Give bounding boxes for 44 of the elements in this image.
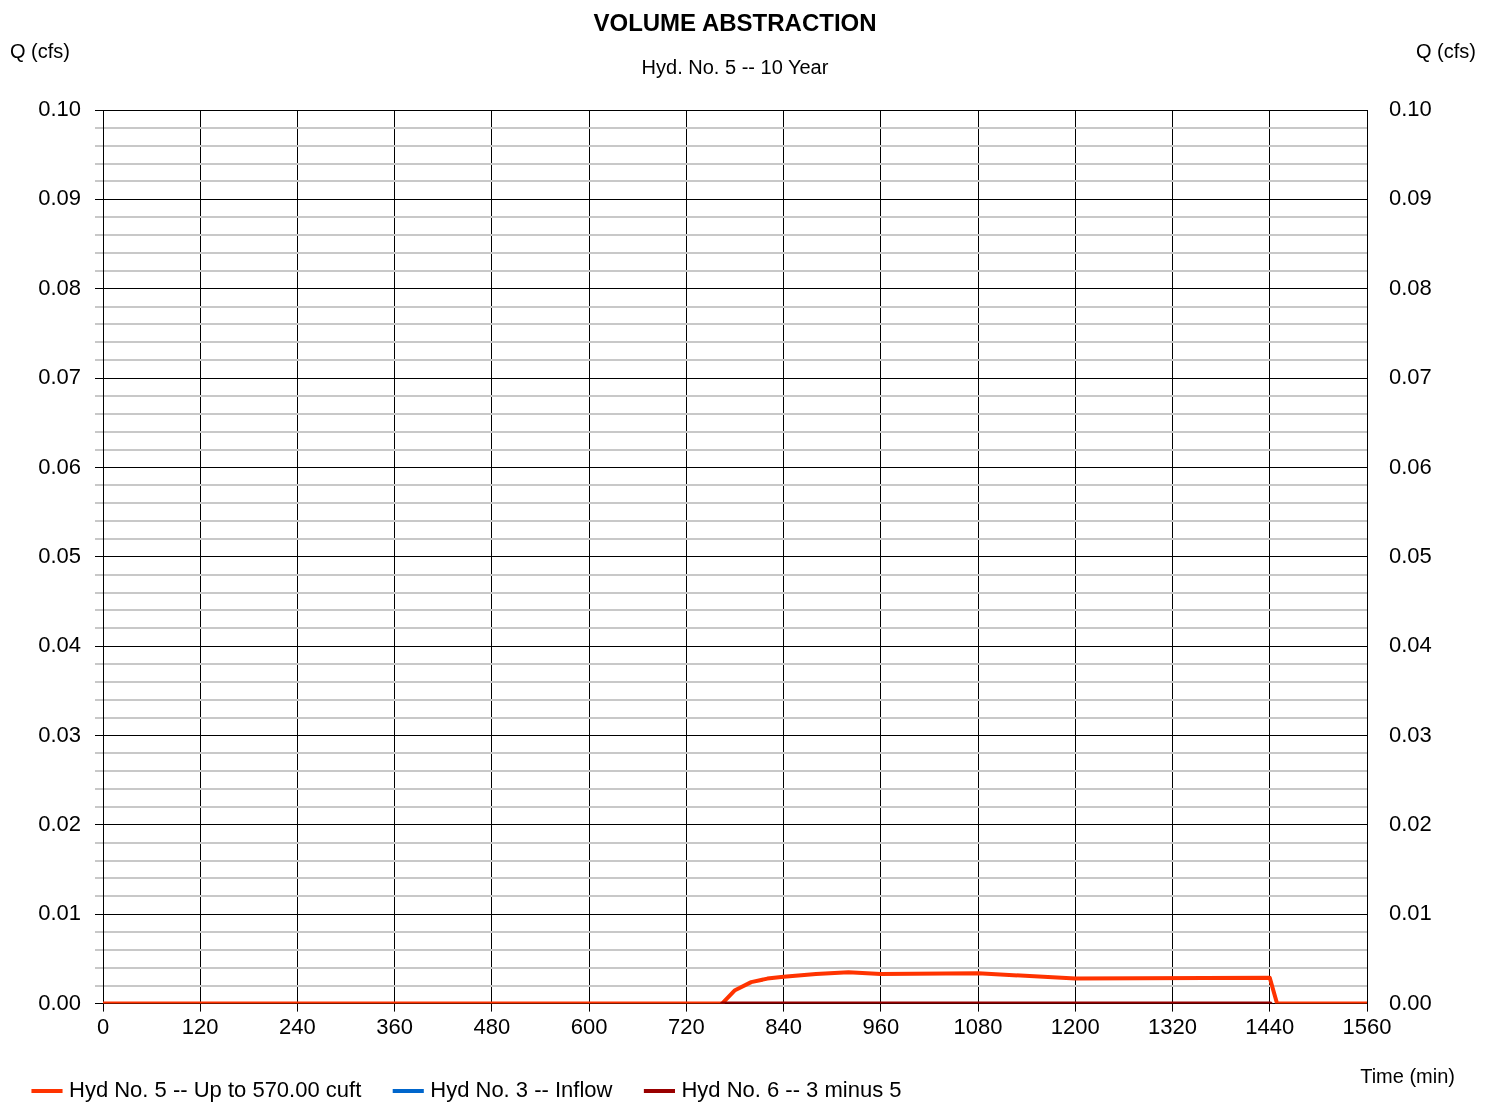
y-tick-label: 0.07 (38, 364, 81, 390)
x-tick-label: 1560 (1342, 1013, 1392, 1039)
y-tick-label: 0.00 (38, 989, 81, 1015)
y-axis-title: Q (cfs) (10, 40, 70, 62)
y2-tick-label: 0.02 (1389, 810, 1432, 836)
y2-tick-label: 0.03 (1389, 721, 1432, 747)
x-axis-title: Time (min) (1360, 1065, 1455, 1087)
legend-label: Hyd No. 6 -- 3 minus 5 (681, 1077, 902, 1103)
x-tick-label: 1080 (953, 1013, 1003, 1039)
y-tick-label: 0.03 (38, 721, 81, 747)
chart-title: VOLUME ABSTRACTION (593, 9, 877, 36)
y2-tick-label: 0.09 (1389, 185, 1432, 211)
x-tick-label: 840 (765, 1013, 802, 1039)
x-tick-label: 1200 (1050, 1013, 1100, 1039)
y2-tick-label: 0.10 (1389, 96, 1432, 122)
x-tick-label: 1320 (1148, 1013, 1198, 1039)
y-tick-label: 0.05 (38, 542, 81, 568)
y2-tick-label: 0.00 (1389, 989, 1432, 1015)
x-tick-label: 240 (279, 1013, 316, 1039)
y-tick-label: 0.08 (38, 274, 81, 300)
y2-tick-label: 0.05 (1389, 542, 1432, 568)
y2-axis-title: Q (cfs) (1416, 40, 1476, 62)
y2-tick-label: 0.04 (1389, 632, 1432, 658)
y-tick-label: 0.02 (38, 810, 81, 836)
y-tick-label: 0.01 (38, 900, 81, 926)
legend-label: Hyd No. 5 -- Up to 570.00 cuft (69, 1077, 362, 1103)
x-tick-label: 480 (473, 1013, 511, 1039)
x-tick-label: 360 (376, 1013, 414, 1039)
y2-tick-label: 0.01 (1389, 900, 1432, 926)
x-tick-label: 600 (570, 1013, 608, 1039)
x-tick-label: 0 (96, 1013, 110, 1039)
x-tick-label: 720 (668, 1013, 705, 1039)
y2-tick-label: 0.08 (1389, 274, 1432, 300)
y-tick-label: 0.04 (38, 632, 81, 658)
y2-tick-label: 0.06 (1389, 453, 1432, 479)
legend-label: Hyd No. 3 -- Inflow (430, 1077, 613, 1103)
x-tick-label: 960 (862, 1013, 900, 1039)
chart-subtitle: Hyd. No. 5 -- 10 Year (641, 56, 829, 78)
x-tick-label: 1440 (1245, 1013, 1295, 1039)
y-tick-label: 0.09 (38, 185, 81, 211)
y-tick-label: 0.06 (38, 453, 81, 479)
y2-tick-label: 0.07 (1389, 364, 1432, 390)
y-tick-label: 0.10 (38, 96, 81, 122)
x-tick-label: 120 (181, 1013, 219, 1039)
